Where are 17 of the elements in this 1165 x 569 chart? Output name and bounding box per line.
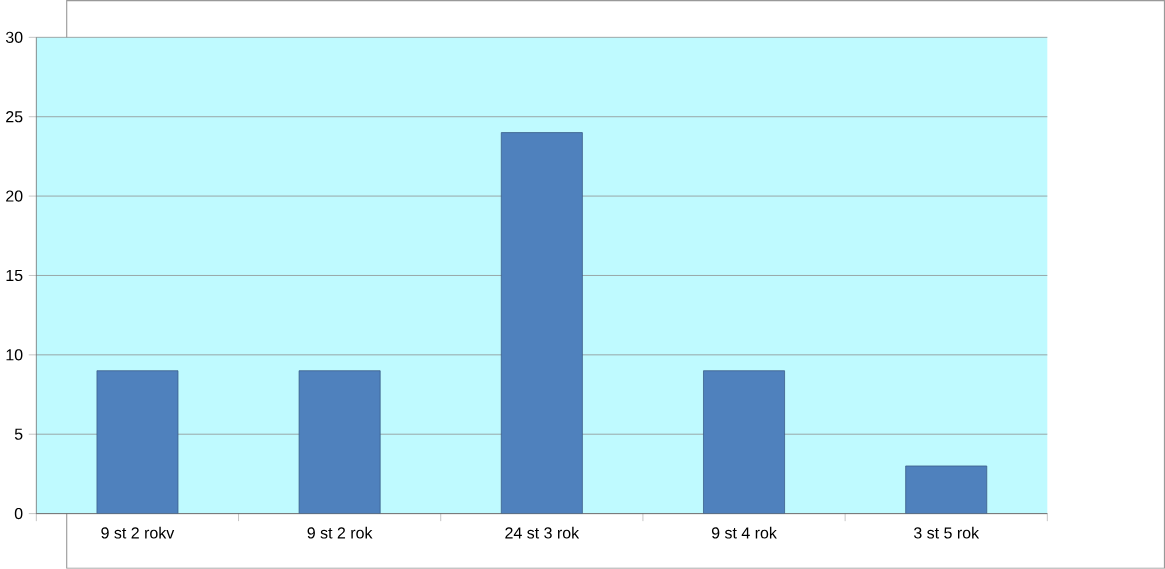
x-tick-label: 24 st 3 rok [505,526,580,539]
bar [905,465,988,514]
y-tick-label: 20 [6,190,23,202]
x-tick-label: 3 st 5 rok [914,526,980,539]
y-tick-label: 15 [6,269,23,282]
x-tick-label: 9 st 4 rok [711,526,777,539]
y-tick-label: 5 [14,428,23,440]
y-tick-label: 0 [14,508,23,520]
y-tick-label: 10 [6,349,23,361]
bar [96,370,179,514]
x-tick-label: 9 st 2 rokv [101,526,175,539]
y-tick-label: 30 [5,31,23,44]
y-tick-label: 25 [6,111,23,123]
bar [703,370,785,514]
bar [298,370,381,514]
x-tick-label: 9 st 2 rok [307,526,373,539]
bar [500,132,583,514]
